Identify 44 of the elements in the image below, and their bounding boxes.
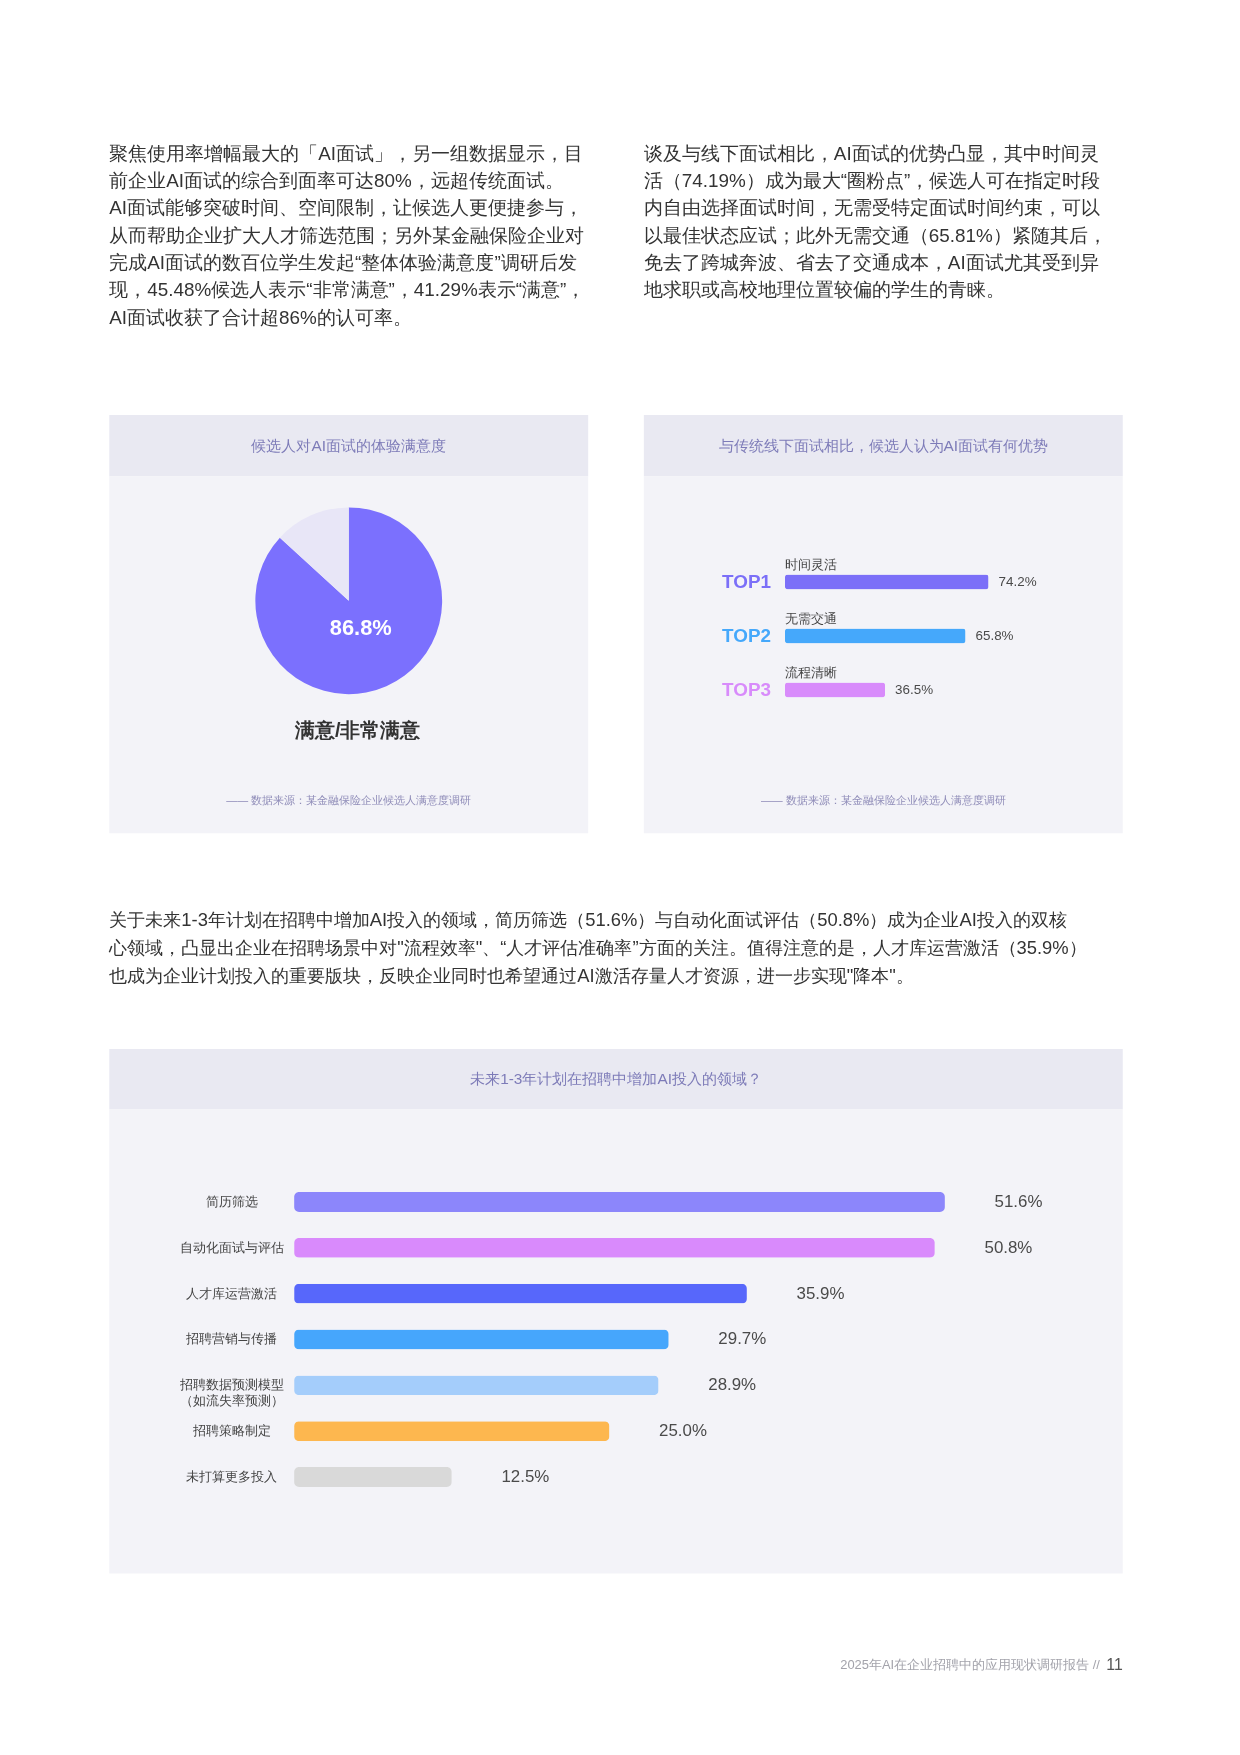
y-tick-label: 未打算更多投入 [186, 1469, 278, 1485]
bar [294, 1375, 659, 1396]
chart-title: 候选人对AI面试的体验满意度 [251, 436, 447, 454]
y-tick-label: 招聘营销与传播 [185, 1331, 278, 1347]
text: —— 数据来源：某金融保险企业候选人满意度调研 [760, 794, 1006, 807]
data-label: 86.8% [329, 615, 392, 641]
bar [294, 1421, 610, 1442]
chart-title: 未来1-3年计划在招聘中增加AI投入的领域？ [470, 1070, 762, 1088]
text: 关于未来1-3年计划在招聘中增加AI投入的领域，简历筛选（51.6%）与自动化面试评估（50.8%）成为企业AI投入的双核心领域，凸显出企业在招聘场景中对"流程效率"、“人才评估准确率”方面的关注。值得注意的是，人才库运营激活（35.9%）也成为企业计划投入的重要版块，反映企业同时也希望通过AI激活存量人才资源，进一步实现"降本"。 [108, 908, 1087, 987]
data-label: 12.5% [501, 1467, 550, 1487]
data-label: 51.6% [994, 1191, 1043, 1211]
text: —— 数据来源：某金融保险企业候选人满意度调研 [226, 794, 472, 807]
y-tick-label: 无需交通 [784, 610, 837, 626]
text: 谈及与线下面试相比，AI面试的优势凸显，其中时间灵活（74.19%）成为最大“圈粉点”，候选人可在指定时段内自由选择面试时间，无需受特定面试时间约束，可以以最佳状态应试；此外无需交通（65.81%）紧随其后，免去了跨城奔波、省去了交通成本，AI面试尤其受到异地求职或高校地理位置较偏的学生的青睐。 [642, 142, 1107, 301]
y-tick-label: 简历筛选 [205, 1193, 258, 1209]
bar [294, 1283, 747, 1304]
data-label: 28.9% [708, 1375, 757, 1395]
bar [294, 1237, 935, 1258]
bar [294, 1329, 669, 1350]
text: TOP1 [722, 571, 772, 593]
y-tick-label: 流程清晰 [784, 664, 837, 680]
y-tick-label: 招聘数据预测模型（如流失率预测） [178, 1377, 284, 1409]
y-tick-label: 招聘策略制定 [191, 1423, 271, 1439]
pie-slice [255, 507, 443, 695]
data-label: 25.0% [659, 1421, 707, 1441]
data-label: 35.9% [796, 1283, 845, 1303]
data-label: 29.7% [718, 1329, 767, 1349]
text: 11 [1106, 1655, 1123, 1673]
data-label: 74.2% [998, 574, 1037, 590]
y-tick-label: 人才库运营激活 [186, 1285, 278, 1301]
data-label: 65.8% [975, 628, 1014, 644]
text: TOP2 [722, 625, 772, 647]
text: 聚焦使用率增幅最大的「AI面试」，另一组数据显示，目前企业AI面试的综合到面率可达80%，远超传统面试。AI面试能够突破时间、空间限制，让候选人更便捷参与，从而帮助企业扩大人才筛选范围；另外某金融保险企业对完成AI面试的数百位学生发起“整体体验满意度”调研后发现，45.48%候选人表示“非常满意”，41.29%表示“满意”，AI面试收获了合计超86%的认可率。 [109, 142, 586, 328]
y-tick-label: 自动化面试与评估 [179, 1239, 284, 1255]
slice-label: 满意/非常满意 [293, 718, 422, 741]
bar [294, 1192, 945, 1212]
pie-slice [279, 507, 349, 601]
chart-title: 与传统线下面试相比，候选人认为AI面试有何优势 [718, 436, 1049, 454]
data-label: 36.5% [895, 682, 934, 698]
y-tick-label: 时间灵活 [784, 556, 837, 572]
text: TOP3 [722, 679, 772, 700]
data-label: 50.8% [984, 1237, 1033, 1257]
bar [294, 1467, 452, 1487]
text: 2025年AI在企业招聘中的应用现状调研报告 // [840, 1656, 1101, 1672]
